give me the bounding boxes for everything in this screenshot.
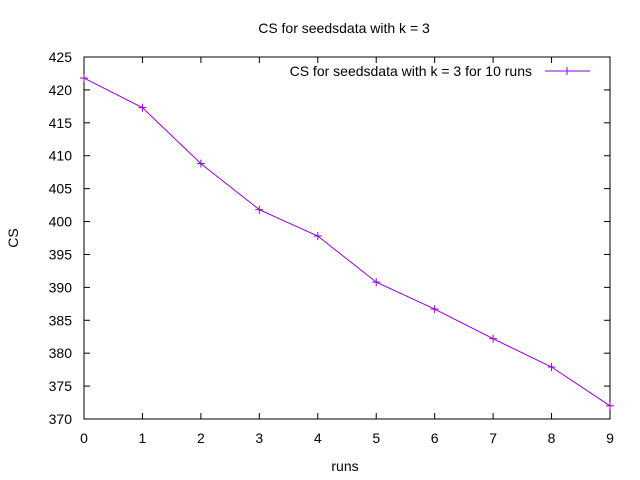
data-point-marker bbox=[138, 103, 147, 112]
x-tick-label: 6 bbox=[431, 430, 439, 446]
data-point-marker bbox=[489, 334, 498, 343]
x-tick-label: 7 bbox=[489, 430, 497, 446]
y-tick-label: 375 bbox=[49, 378, 73, 394]
x-axis-label: runs bbox=[331, 458, 358, 474]
data-point-marker bbox=[372, 278, 381, 287]
x-tick-label: 4 bbox=[314, 430, 322, 446]
series-layer bbox=[80, 74, 614, 410]
y-tick-label: 420 bbox=[49, 82, 73, 98]
chart-title: CS for seedsdata with k = 3 bbox=[258, 20, 430, 36]
legend: CS for seedsdata with k = 3 for 10 runs bbox=[290, 63, 590, 79]
data-point-marker bbox=[547, 363, 556, 372]
y-tick-label: 385 bbox=[49, 312, 73, 328]
legend-label: CS for seedsdata with k = 3 for 10 runs bbox=[290, 63, 532, 79]
x-tick-label: 9 bbox=[606, 430, 614, 446]
axis-tick-labels: 0 1 2 3 4 5 6 7 8 9 370 375 380 385 390 395 400 405 410 415… bbox=[49, 49, 614, 446]
y-axis-label: CS bbox=[5, 228, 21, 247]
x-tick-label: 2 bbox=[197, 430, 205, 446]
x-tick-label: 1 bbox=[139, 430, 147, 446]
series-line bbox=[83, 77, 611, 407]
y-tick-label: 400 bbox=[49, 214, 73, 230]
legend-marker bbox=[563, 67, 571, 75]
x-tick-label: 5 bbox=[372, 430, 380, 446]
y-tick-label: 370 bbox=[49, 411, 73, 427]
data-point-marker bbox=[255, 205, 264, 214]
y-tick-label: 390 bbox=[49, 279, 73, 295]
axis-ticks bbox=[83, 56, 611, 420]
y-tick-label: 405 bbox=[49, 181, 73, 197]
x-tick-label: 3 bbox=[255, 430, 263, 446]
y-tick-label: 380 bbox=[49, 345, 73, 361]
plot-frame bbox=[83, 56, 611, 420]
data-point-marker bbox=[430, 305, 439, 314]
data-point-marker bbox=[80, 74, 88, 83]
y-tick-label: 425 bbox=[49, 49, 73, 65]
data-point-marker bbox=[606, 401, 614, 410]
data-point-marker bbox=[313, 232, 322, 241]
data-point-marker bbox=[196, 159, 205, 168]
y-tick-label: 410 bbox=[49, 148, 73, 164]
x-tick-label: 8 bbox=[548, 430, 556, 446]
y-tick-label: 395 bbox=[49, 246, 73, 262]
y-tick-label: 415 bbox=[49, 115, 73, 131]
x-tick-label: 0 bbox=[80, 430, 88, 446]
